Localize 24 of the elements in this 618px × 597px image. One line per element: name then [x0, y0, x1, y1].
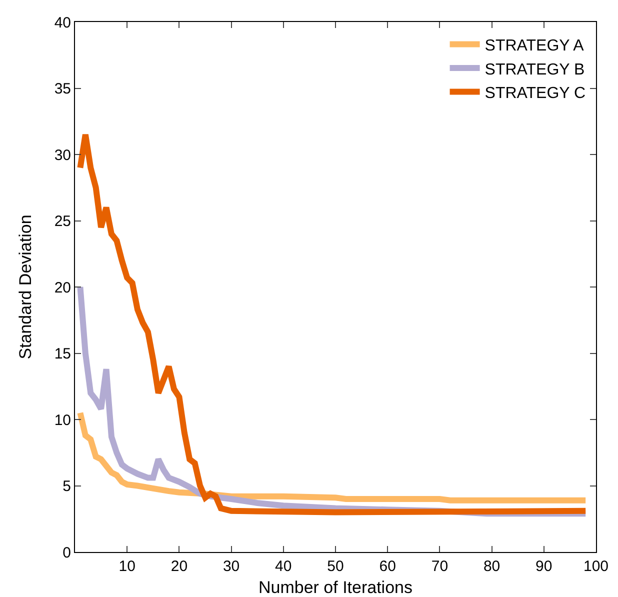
- x-tick-label: 100: [583, 558, 609, 575]
- y-axis-title: Standard Deviation: [16, 214, 35, 360]
- y-tick-label: 15: [54, 346, 71, 362]
- legend-label: STRATEGY A: [484, 37, 584, 54]
- x-tick-label: 50: [327, 558, 344, 575]
- y-tick-label: 20: [54, 279, 71, 296]
- y-tick-label: 0: [62, 544, 71, 562]
- x-tick-label: 10: [118, 558, 136, 575]
- x-tick-label: 20: [170, 558, 188, 575]
- x-tick-label: 60: [379, 558, 396, 575]
- y-tick-label: 5: [62, 478, 71, 495]
- x-tick-label: 70: [431, 558, 448, 575]
- y-tick-label: 25: [54, 213, 71, 230]
- y-tick-label: 30: [54, 146, 71, 164]
- x-tick-label: 90: [536, 558, 552, 575]
- y-tick-label: 35: [54, 80, 71, 98]
- x-tick-label: 40: [275, 558, 292, 575]
- y-tick-label: 10: [54, 412, 71, 429]
- x-tick-label: 30: [222, 558, 240, 575]
- x-tick-label: 80: [483, 558, 500, 575]
- x-axis-title: Number of Iterations: [258, 578, 413, 597]
- legend-label: STRATEGY B: [484, 61, 585, 78]
- y-tick-label: 40: [54, 14, 71, 32]
- legend-label: STRATEGY C: [484, 85, 586, 102]
